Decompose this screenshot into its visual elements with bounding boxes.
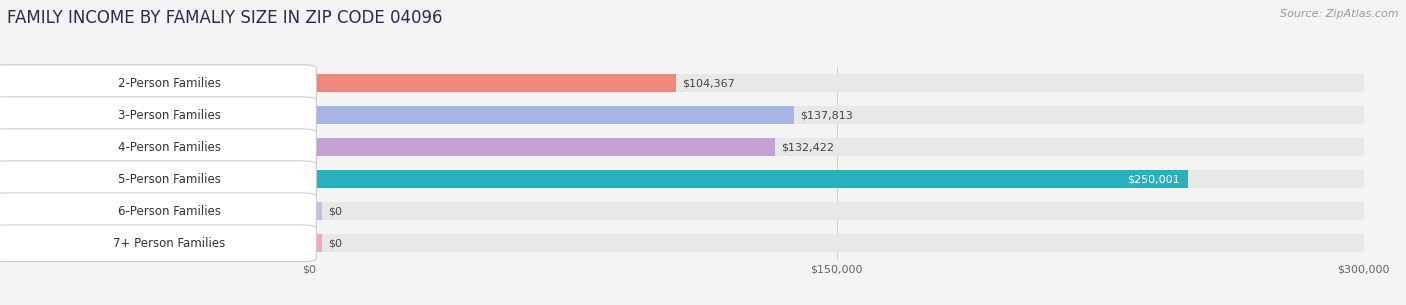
Text: $132,422: $132,422: [782, 142, 834, 152]
Text: $250,001: $250,001: [1128, 174, 1180, 184]
Text: 6-Person Families: 6-Person Families: [118, 205, 221, 218]
Bar: [309, 138, 775, 156]
Text: 4-Person Families: 4-Person Families: [118, 141, 221, 154]
Bar: [309, 170, 1364, 188]
Text: 7+ Person Families: 7+ Person Families: [114, 237, 225, 250]
Text: $0: $0: [329, 238, 342, 248]
Bar: [309, 203, 322, 220]
Bar: [309, 106, 1364, 124]
Text: 5-Person Families: 5-Person Families: [118, 173, 221, 186]
Bar: [309, 235, 1364, 252]
Text: 2-Person Families: 2-Person Families: [118, 77, 221, 90]
Bar: [309, 203, 1364, 220]
Text: 3-Person Families: 3-Person Families: [118, 109, 221, 122]
Bar: [309, 74, 1364, 92]
Text: $137,813: $137,813: [800, 110, 853, 120]
Text: $0: $0: [329, 206, 342, 216]
Bar: [309, 74, 676, 92]
Bar: [309, 106, 794, 124]
Bar: [309, 235, 322, 252]
Bar: [309, 170, 1188, 188]
Text: $104,367: $104,367: [682, 78, 735, 88]
Text: Source: ZipAtlas.com: Source: ZipAtlas.com: [1281, 9, 1399, 19]
Text: FAMILY INCOME BY FAMALIY SIZE IN ZIP CODE 04096: FAMILY INCOME BY FAMALIY SIZE IN ZIP COD…: [7, 9, 443, 27]
Bar: [309, 138, 1364, 156]
